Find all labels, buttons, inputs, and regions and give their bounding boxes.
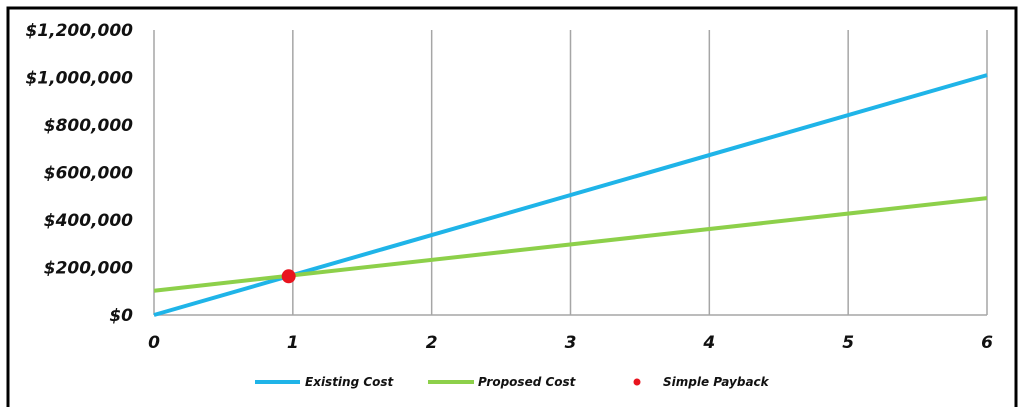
simple-payback-point [281, 269, 296, 284]
series [153, 73, 988, 317]
y-tick-label: $1,000,000 [25, 69, 133, 89]
y-tick-label: $400,000 [44, 211, 133, 231]
x-tick-label: 5 [842, 333, 854, 353]
axes [153, 30, 987, 316]
x-tick-label: 6 [981, 333, 993, 353]
y-tick-label: $1,200,000 [25, 21, 133, 41]
x-tick-labels: 0 1 2 3 4 5 6 [148, 333, 993, 353]
y-tick-label: $0 [109, 306, 133, 326]
x-tick-label: 4 [702, 333, 715, 353]
y-tick-label: $200,000 [44, 259, 133, 279]
legend-label-existing-cost: Existing Cost [305, 375, 395, 389]
x-tick-label: 2 [426, 333, 438, 353]
y-tick-label: $600,000 [44, 164, 133, 184]
x-tick-label: 1 [287, 333, 299, 353]
x-tick-label: 0 [148, 333, 160, 353]
y-tick-label: $800,000 [44, 116, 133, 136]
legend-swatch-simple-payback [633, 378, 641, 386]
legend-label-proposed-cost: Proposed Cost [478, 375, 577, 389]
legend-label-simple-payback: Simple Payback [663, 375, 770, 389]
legend: Existing Cost Proposed Cost Simple Payback [255, 375, 770, 389]
grid-lines [292, 30, 988, 315]
x-tick-label: 3 [565, 333, 577, 353]
y-tick-labels: $0 $200,000 $400,000 $600,000 $800,000 $1,000… [25, 21, 133, 326]
